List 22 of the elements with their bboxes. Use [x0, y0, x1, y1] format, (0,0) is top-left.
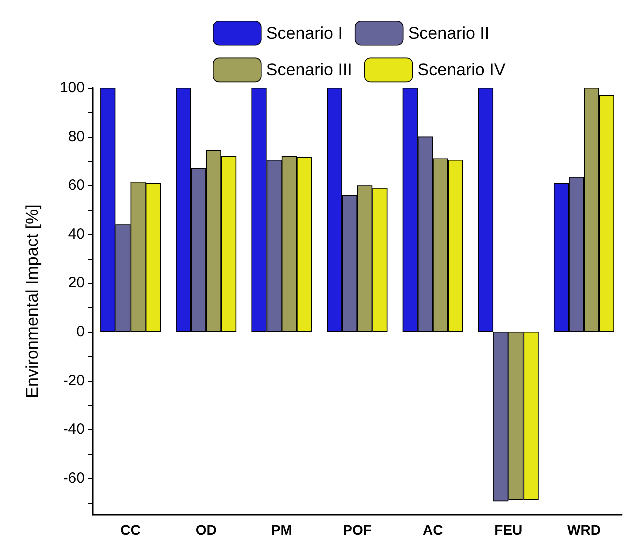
y-tick-label: 60 [68, 177, 85, 194]
x-tick-label: FEU [494, 522, 523, 538]
y-tick-label: -20 [63, 372, 85, 390]
x-tick-label: AC [422, 522, 444, 538]
bar [478, 88, 494, 332]
y-tick-label: -60 [63, 470, 85, 487]
y-tick-label: 100 [60, 80, 85, 96]
y-tick-label: 0 [76, 324, 85, 340]
x-tick-label: WRD [567, 522, 601, 538]
y-tick-label: 20 [68, 274, 85, 292]
x-tick-label: CC [120, 522, 141, 538]
y-axis-title: Environmental Impact [%] [23, 204, 42, 398]
y-tick-label: 40 [68, 226, 85, 243]
y-tick-label: 80 [68, 128, 85, 146]
legend-label: Scenario I [266, 24, 343, 43]
x-tick-label: OD [196, 522, 217, 538]
x-tick-label: PM [271, 522, 292, 538]
y-tick-label: -40 [63, 421, 85, 438]
legend-label: Scenario III [266, 60, 352, 80]
legend-label: Scenario II [408, 24, 490, 43]
legend-label: Scenario IV [418, 60, 506, 80]
x-tick-label: POF [343, 522, 372, 538]
